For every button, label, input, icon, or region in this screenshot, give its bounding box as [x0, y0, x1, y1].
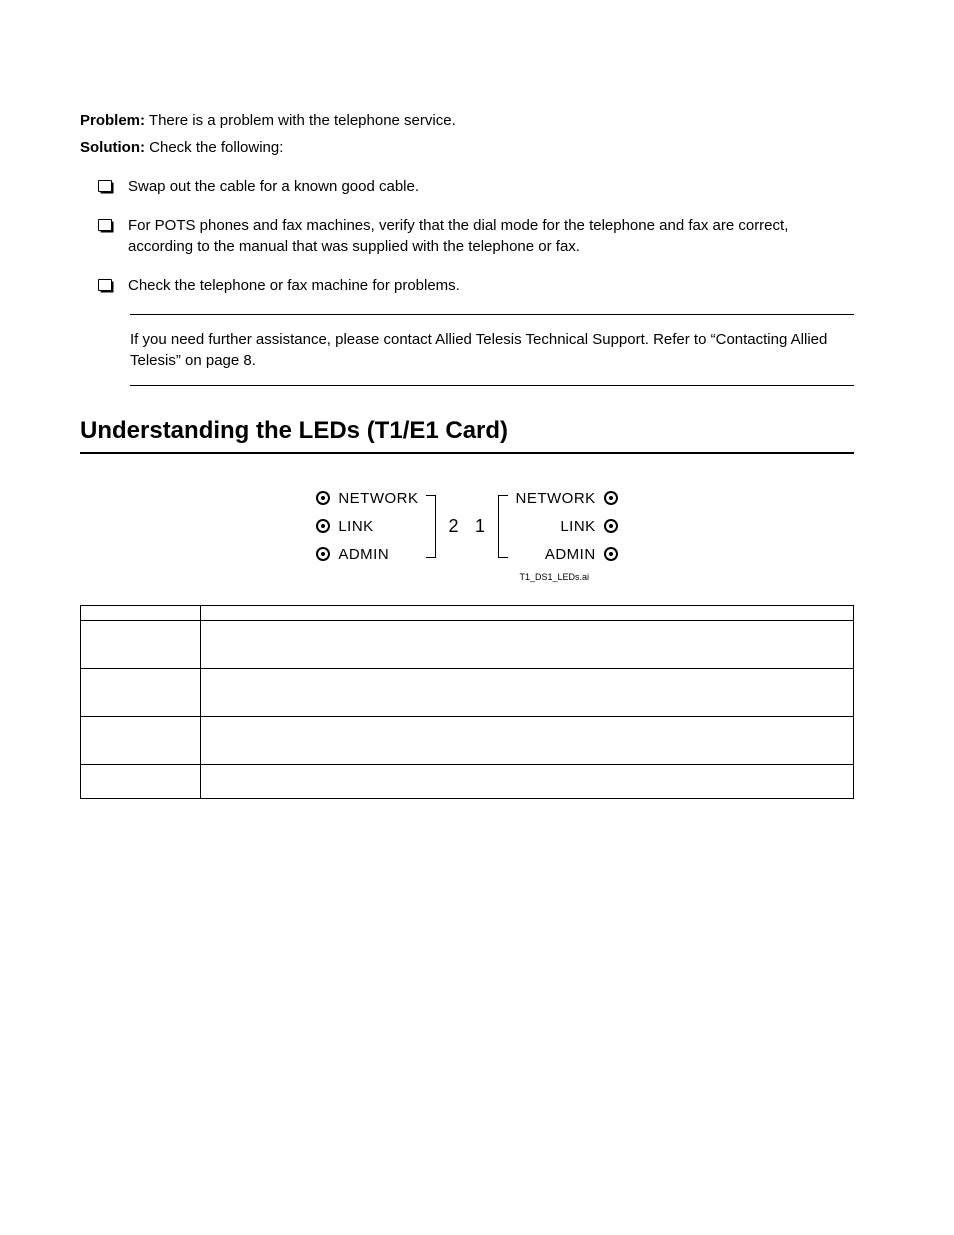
table-row	[81, 765, 854, 799]
table-cell	[81, 669, 201, 717]
table-cell	[81, 621, 201, 669]
table-header-row	[81, 606, 854, 621]
led-icon	[604, 491, 618, 505]
checklist-item: Swap out the cable for a known good cabl…	[98, 176, 854, 197]
led-icon	[604, 547, 618, 561]
led-label-admin: ADMIN	[545, 544, 596, 565]
led-icon	[316, 491, 330, 505]
led-label-network: NETWORK	[338, 488, 418, 509]
solution-text: Check the following:	[145, 139, 283, 156]
checklist-item: For POTS phones and fax machines, verify…	[98, 215, 854, 257]
table-cell	[81, 765, 201, 799]
table-header	[81, 606, 201, 621]
table-row	[81, 717, 854, 765]
solution-line: Solution: Check the following:	[80, 137, 854, 158]
table-cell	[201, 765, 854, 799]
led-figure: NETWORK LINK ADMIN 2 1 NETWORK LINK ADMI…	[80, 488, 854, 584]
led-group-2: NETWORK LINK ADMIN	[316, 488, 418, 565]
led-icon	[316, 519, 330, 533]
problem-label: Problem:	[80, 112, 145, 129]
led-icon	[604, 519, 618, 533]
led-group-1: NETWORK LINK ADMIN	[516, 488, 618, 565]
table-cell	[201, 621, 854, 669]
table-cell	[201, 717, 854, 765]
note-text: If you need further assistance, please c…	[130, 331, 827, 369]
figure-filename: T1_DS1_LEDs.ai	[341, 571, 593, 584]
led-table	[80, 605, 854, 799]
bracket-icon	[426, 495, 436, 558]
table-row	[81, 669, 854, 717]
led-label-admin: ADMIN	[338, 544, 389, 565]
led-diagram: NETWORK LINK ADMIN 2 1 NETWORK LINK ADMI…	[316, 488, 617, 565]
checklist: Swap out the cable for a known good cabl…	[98, 176, 854, 296]
table-header	[201, 606, 854, 621]
problem-text: There is a problem with the telephone se…	[145, 112, 456, 129]
table-cell	[81, 717, 201, 765]
port-number-2: 2	[444, 514, 463, 539]
led-icon	[316, 547, 330, 561]
led-label-link: LINK	[338, 516, 373, 537]
table-row	[81, 621, 854, 669]
problem-line: Problem: There is a problem with the tel…	[80, 110, 854, 131]
solution-label: Solution:	[80, 139, 145, 156]
led-label-network: NETWORK	[516, 488, 596, 509]
table-cell	[201, 669, 854, 717]
port-number-1: 1	[471, 514, 490, 539]
note-block: If you need further assistance, please c…	[130, 314, 854, 386]
checklist-item: Check the telephone or fax machine for p…	[98, 275, 854, 296]
bracket-icon	[498, 495, 508, 558]
section-heading: Understanding the LEDs (T1/E1 Card)	[80, 414, 854, 454]
led-label-link: LINK	[560, 516, 595, 537]
